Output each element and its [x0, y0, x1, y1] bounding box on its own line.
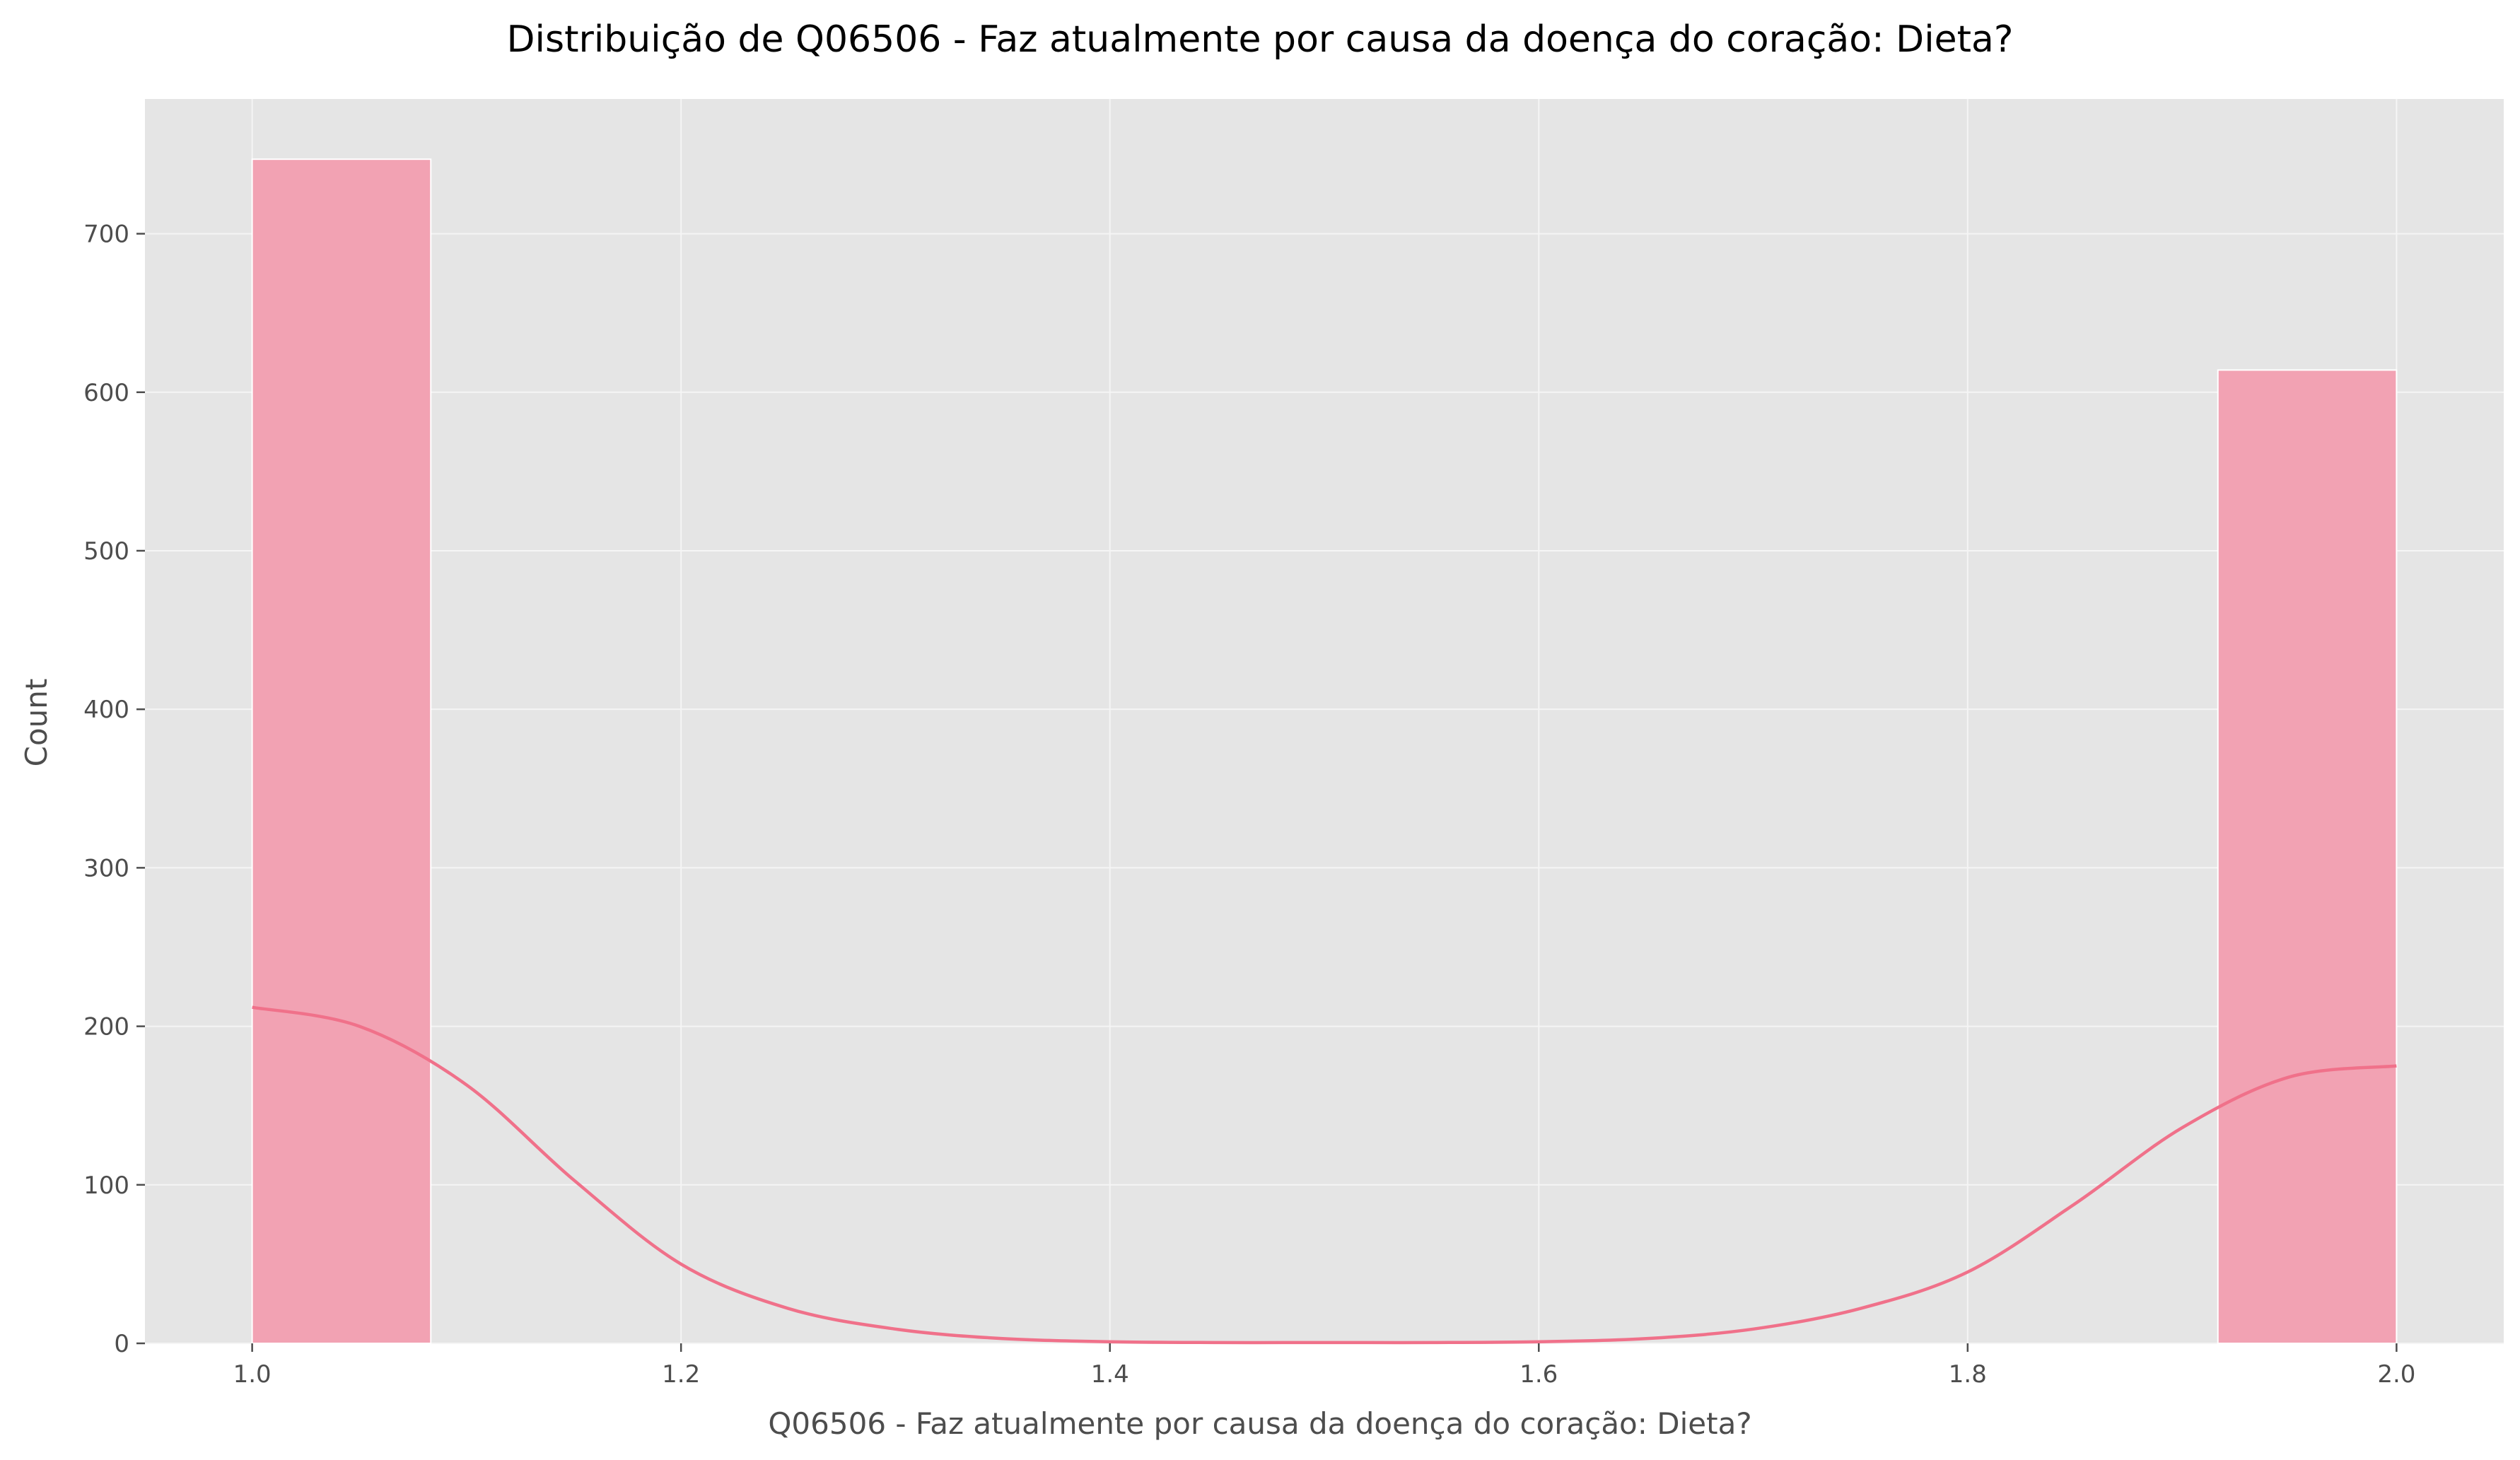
x-tick-label: 1.4: [1091, 1360, 1129, 1389]
kde-curve: [252, 1005, 2397, 1345]
histogram-bars: [251, 158, 2398, 1344]
y-tick-label: 400: [83, 696, 129, 724]
x-tick-label: 2.0: [2377, 1360, 2415, 1389]
histogram-bar: [251, 158, 432, 1344]
y-tick-label: 100: [83, 1172, 129, 1200]
chart-title: Distribuição de Q06506 - Faz atualmente …: [506, 18, 2013, 61]
y-tick-label: 600: [83, 379, 129, 407]
x-axis-label: Q06506 - Faz atualmente por causa da doe…: [768, 1406, 1751, 1441]
x-axis-ticks: 1.0 1.2 1.4 1.6 1.8 2.0: [233, 1343, 2415, 1389]
y-tick-label: 500: [83, 537, 129, 566]
plot-area: [145, 99, 2504, 1343]
y-tick-label: 200: [83, 1013, 129, 1041]
y-tick-label: 700: [83, 221, 129, 249]
y-axis-label: Count: [19, 679, 54, 767]
y-axis-ticks: 0 100 200 300 400 500 600 700: [83, 221, 145, 1358]
histogram-bar: [2217, 369, 2398, 1344]
y-tick-label: 300: [83, 854, 129, 882]
x-tick-label: 1.0: [233, 1360, 272, 1389]
grid: [145, 99, 2504, 1344]
x-tick-label: 1.6: [1519, 1360, 1558, 1389]
y-tick-label: 0: [114, 1330, 129, 1358]
x-tick-label: 1.2: [662, 1360, 700, 1389]
x-tick-label: 1.8: [1949, 1360, 1987, 1389]
